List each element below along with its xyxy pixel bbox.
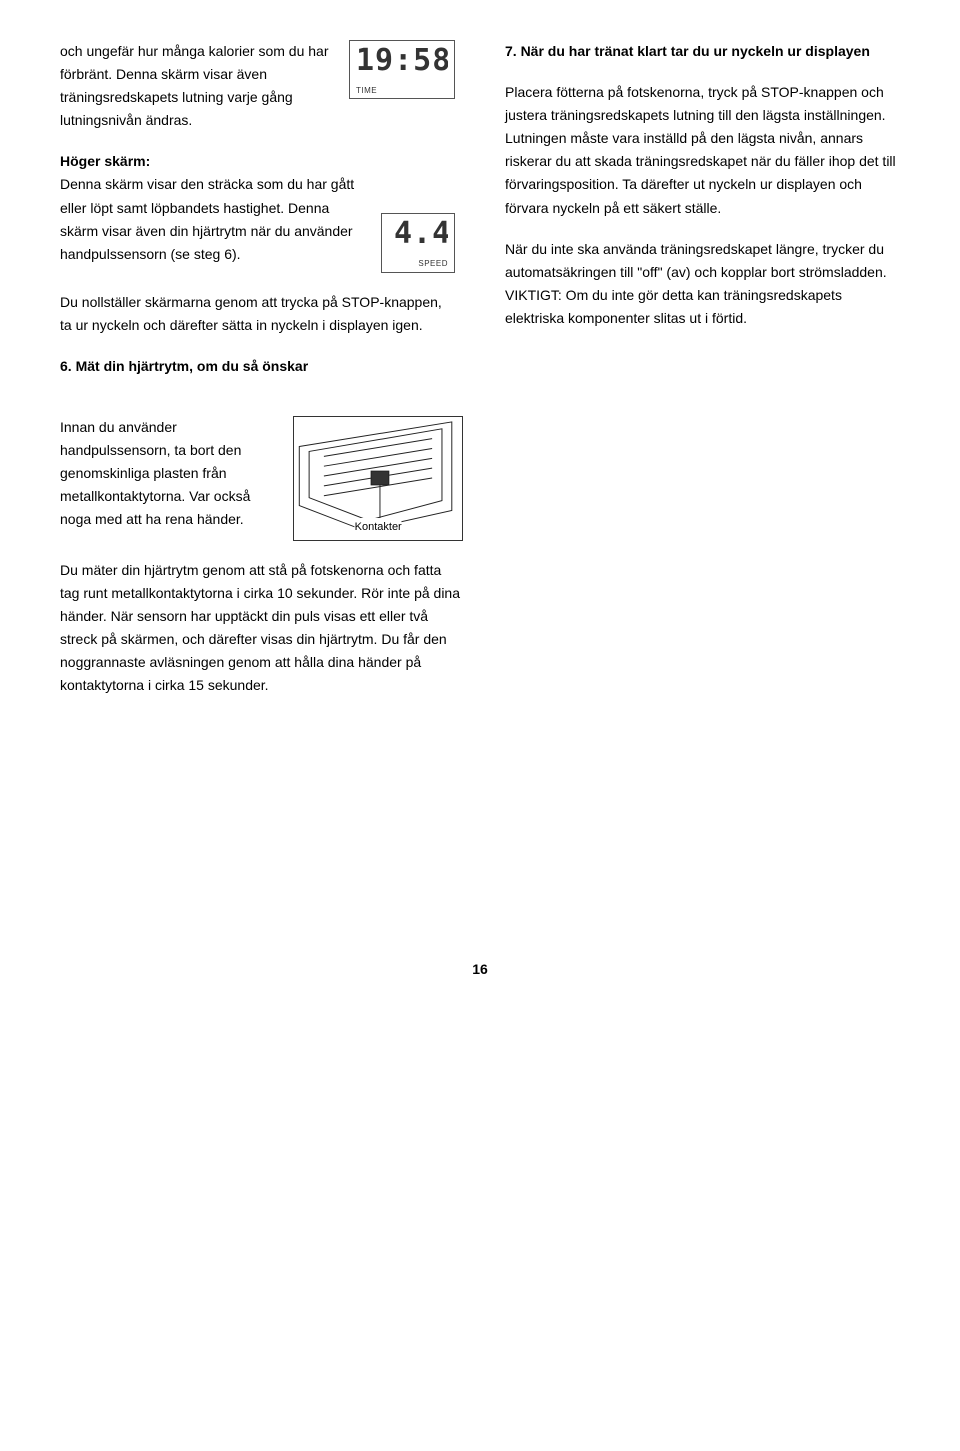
lcd-speed-label: SPEED: [388, 257, 448, 270]
lcd-speed-digits: 4.4: [388, 217, 448, 255]
para-with-contact-fig: Innan du använder handpulssensorn, ta bo…: [60, 416, 463, 541]
lower-left-block: Innan du använder handpulssensorn, ta bo…: [60, 416, 463, 698]
left-column: och ungefär hur många kalorier som du ha…: [60, 40, 455, 396]
lcd-time-display: 19:58 TIME: [349, 40, 455, 99]
paragraph-reset: Du nollställer skärmarna genom att tryck…: [60, 291, 455, 337]
paragraph-heart-rate-measure: Du mäter din hjärtrytm genom att stå på …: [60, 559, 463, 698]
contact-figure: Kontakter: [293, 416, 463, 541]
para-with-time-lcd: och ungefär hur många kalorier som du ha…: [60, 40, 455, 132]
paragraph-right-screen: Denna skärm visar den sträcka som du har…: [60, 173, 366, 265]
lcd-time-label: TIME: [356, 84, 448, 97]
paragraph-step7-a: Placera fötterna på fotskenorna, tryck p…: [505, 81, 900, 220]
paragraph-hand-sensor-prep: Innan du använder handpulssensorn, ta bo…: [60, 416, 278, 531]
paragraph-step7-b: När du inte ska använda träningsredskape…: [505, 238, 900, 330]
lcd-time-digits: 19:58: [356, 44, 448, 82]
paragraph-calories: och ungefär hur många kalorier som du ha…: [60, 40, 334, 132]
right-column: 7. När du har tränat klart tar du ur nyc…: [505, 40, 900, 396]
hoger-skarm-block: Höger skärm: Denna skärm visar den sträc…: [60, 150, 455, 272]
svg-text:19:58: 19:58: [356, 44, 448, 74]
page-number: 16: [60, 958, 900, 981]
svg-text:4.4: 4.4: [394, 217, 448, 247]
hoger-skarm-label: Höger skärm:: [60, 150, 455, 173]
two-column-layout: och ungefär hur många kalorier som du ha…: [60, 40, 900, 396]
heading-step-7: 7. När du har tränat klart tar du ur nyc…: [505, 40, 900, 63]
lcd-speed-display: 4.4 SPEED: [381, 213, 455, 272]
contact-figure-caption: Kontakter: [355, 518, 402, 536]
heading-step-6: 6. Mät din hjärtrytm, om du så önskar: [60, 355, 455, 378]
